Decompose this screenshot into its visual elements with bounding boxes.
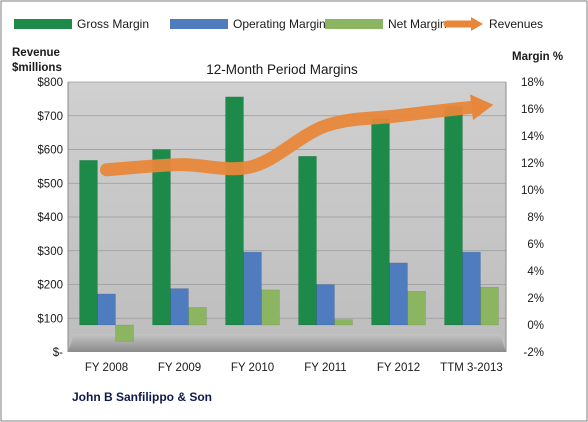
bar-gross-margin xyxy=(152,149,171,326)
left-tick-label: $800 xyxy=(37,77,63,89)
right-tick-label: 10% xyxy=(521,185,544,197)
bar-gross-margin xyxy=(79,160,98,326)
bar-net-margin xyxy=(480,286,499,326)
legend-label-revenues: Revenues xyxy=(489,17,543,31)
legend-swatch-operating-margin xyxy=(170,19,228,29)
bar-gross-margin xyxy=(298,156,317,326)
left-tick-label: $200 xyxy=(37,280,63,292)
bar-gross-margin xyxy=(371,118,390,326)
right-tick-label: 2% xyxy=(527,293,544,305)
line-revenues xyxy=(100,100,478,177)
bar-gross-margin xyxy=(225,96,244,326)
legend-label-net-margin: Net Margin xyxy=(388,17,447,31)
bar-operating-margin xyxy=(389,262,408,326)
chart-title: 12-Month Period Margins xyxy=(206,62,358,77)
x-tick-label: FY 2008 xyxy=(85,362,128,374)
bar-net-margin xyxy=(115,324,134,342)
legend-swatch-net-margin xyxy=(325,19,383,29)
right-tick-label: 14% xyxy=(521,131,544,143)
line-arrowhead-revenues xyxy=(470,94,494,121)
left-axis-title-line1: Revenue xyxy=(12,47,60,59)
left-tick-label: $500 xyxy=(37,178,63,190)
x-tick-label: FY 2012 xyxy=(377,362,420,374)
bar-gross-margin xyxy=(444,106,463,326)
bar-operating-margin xyxy=(316,284,335,326)
left-tick-label: $300 xyxy=(37,246,63,258)
x-tick-label: TTM 3-2013 xyxy=(440,362,503,374)
x-tick-label: FY 2011 xyxy=(304,362,346,374)
legend-swatch-gross-margin xyxy=(14,19,72,29)
bar-net-margin xyxy=(407,291,426,326)
bar-operating-margin xyxy=(170,288,189,326)
bar-net-margin xyxy=(188,307,207,326)
left-axis-title-line2: $millions xyxy=(12,62,62,74)
right-tick-label: 18% xyxy=(521,77,544,89)
right-tick-label: 6% xyxy=(527,239,544,251)
bar-net-margin xyxy=(334,319,353,326)
plot-floor xyxy=(68,334,506,352)
left-tick-label: $600 xyxy=(37,145,63,157)
legend: Gross Margin Operating Margin Net Margin Re… xyxy=(14,17,543,31)
legend-arrow-revenues xyxy=(471,17,483,31)
right-tick-label: 16% xyxy=(521,104,544,116)
right-tick-label: -2% xyxy=(524,347,544,359)
right-tick-label: 12% xyxy=(521,158,544,170)
left-tick-label: $700 xyxy=(37,111,63,123)
bar-operating-margin xyxy=(97,293,116,326)
x-tick-label: FY 2010 xyxy=(231,362,274,374)
left-tick-label: $400 xyxy=(37,212,63,224)
right-tick-label: 4% xyxy=(527,266,544,278)
legend-label-gross-margin: Gross Margin xyxy=(77,17,149,31)
right-tick-label: 8% xyxy=(527,212,544,224)
x-tick-label: FY 2009 xyxy=(158,362,201,374)
left-tick-label: $- xyxy=(53,347,63,359)
footnote: John B Sanfilippo & Son xyxy=(72,390,212,404)
right-axis-title: Margin % xyxy=(512,51,563,63)
bar-operating-margin xyxy=(243,251,262,326)
bar-net-margin xyxy=(261,289,280,326)
bar-operating-margin xyxy=(462,251,481,326)
right-tick-label: 0% xyxy=(527,320,544,332)
left-tick-label: $100 xyxy=(37,313,63,325)
legend-label-operating-margin: Operating Margin xyxy=(233,17,326,31)
plot-area: $- $100 $200 $300 $400 $500 $600 $700 $800 -2% 0% 2… xyxy=(37,77,544,374)
